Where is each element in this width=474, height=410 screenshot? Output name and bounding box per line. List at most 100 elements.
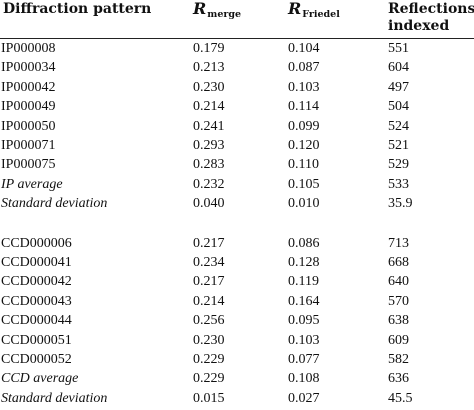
cell-rfriedel: 0.095 xyxy=(288,313,320,329)
cell-rmerge: 0.283 xyxy=(193,157,225,173)
header-reflections-indexed: Reflections indexed xyxy=(388,1,474,35)
cell-reflections: 35.9 xyxy=(388,196,413,212)
cell-rfriedel: 0.114 xyxy=(288,99,319,115)
cell-name: CCD000041 xyxy=(1,254,72,270)
cell-name: Standard deviation xyxy=(1,390,108,406)
cell-rmerge: 0.229 xyxy=(193,351,225,367)
table-row: IP000050 0.241 0.099 524 xyxy=(0,117,474,136)
table-row: CCD000042 0.217 0.119 640 xyxy=(0,272,474,291)
ip-average-row: IP average 0.232 0.105 533 xyxy=(0,175,474,194)
cell-rfriedel: 0.110 xyxy=(288,157,319,173)
cell-rfriedel: 0.010 xyxy=(288,196,320,212)
cell-rmerge: 0.241 xyxy=(193,118,225,134)
header-rmerge: Rmerge xyxy=(193,0,241,20)
table-row: CCD000052 0.229 0.077 582 xyxy=(0,350,474,369)
cell-rfriedel: 0.027 xyxy=(288,390,320,406)
cell-reflections: 582 xyxy=(388,351,409,367)
cell-name: IP000075 xyxy=(1,157,56,173)
cell-rfriedel: 0.105 xyxy=(288,176,320,192)
cell-rfriedel: 0.119 xyxy=(288,274,319,290)
table-row: IP000049 0.214 0.114 504 xyxy=(0,97,474,116)
header-rfriedel-subscript: Friedel xyxy=(302,9,340,20)
table-row: CCD000044 0.256 0.095 638 xyxy=(0,311,474,330)
header-rfriedel: RFriedel xyxy=(288,0,340,20)
cell-name: IP average xyxy=(1,176,63,192)
cell-name: Standard deviation xyxy=(1,196,108,212)
cell-name: IP000034 xyxy=(1,60,56,76)
table-row: IP000042 0.230 0.103 497 xyxy=(0,78,474,97)
cell-reflections: 497 xyxy=(388,79,409,95)
cell-reflections: 521 xyxy=(388,138,409,153)
table-row: IP000034 0.213 0.087 604 xyxy=(0,58,474,77)
header-divider xyxy=(0,38,474,39)
cell-rmerge: 0.040 xyxy=(193,196,225,212)
table-row: IP000008 0.179 0.104 551 xyxy=(0,39,474,58)
cell-reflections: 713 xyxy=(388,235,409,251)
cell-reflections: 609 xyxy=(388,332,409,348)
cell-reflections: 668 xyxy=(388,254,409,270)
header-diffraction-pattern: Diffraction pattern xyxy=(3,1,152,17)
cell-reflections: 533 xyxy=(388,176,409,192)
cell-rfriedel: 0.108 xyxy=(288,371,320,387)
cell-rmerge: 0.232 xyxy=(193,176,225,192)
table-header: Diffraction pattern Rmerge RFriedel Refl… xyxy=(0,0,474,38)
table-row: IP000075 0.283 0.110 529 xyxy=(0,155,474,174)
cell-name: CCD000052 xyxy=(1,351,72,367)
header-rmerge-letter: R xyxy=(193,0,207,18)
cell-name: CCD000006 xyxy=(1,235,72,251)
cell-reflections: 638 xyxy=(388,313,409,329)
cell-rfriedel: 0.128 xyxy=(288,254,320,270)
table-row: CCD000006 0.217 0.086 713 xyxy=(0,234,474,253)
cell-rmerge: 0.293 xyxy=(193,138,225,153)
cell-reflections: 551 xyxy=(388,41,409,56)
cell-rmerge: 0.217 xyxy=(193,274,225,290)
cell-name: CCD000043 xyxy=(1,293,72,309)
cell-rmerge: 0.214 xyxy=(193,99,225,115)
ccd-std-row: Standard deviation 0.015 0.027 45.5 xyxy=(0,389,474,408)
cell-reflections: 570 xyxy=(388,293,409,309)
header-reflections-line2: indexed xyxy=(388,18,450,34)
cell-rmerge: 0.230 xyxy=(193,79,225,95)
cell-rmerge: 0.179 xyxy=(193,41,225,56)
cell-rfriedel: 0.120 xyxy=(288,138,320,153)
cell-reflections: 45.5 xyxy=(388,390,413,406)
cell-rmerge: 0.229 xyxy=(193,371,225,387)
cell-rfriedel: 0.087 xyxy=(288,60,320,76)
header-rfriedel-letter: R xyxy=(288,0,302,18)
cell-rfriedel: 0.103 xyxy=(288,332,320,348)
cell-name: IP000049 xyxy=(1,99,56,115)
cell-rmerge: 0.230 xyxy=(193,332,225,348)
cell-rfriedel: 0.104 xyxy=(288,41,320,56)
cell-reflections: 524 xyxy=(388,118,409,134)
cell-name: CCD000051 xyxy=(1,332,72,348)
cell-reflections: 640 xyxy=(388,274,409,290)
cell-reflections: 636 xyxy=(388,371,409,387)
cell-name: IP000042 xyxy=(1,79,56,95)
cell-name: CCD000042 xyxy=(1,274,72,290)
table-row: IP000071 0.293 0.120 521 xyxy=(0,136,474,155)
cell-rmerge: 0.015 xyxy=(193,390,225,406)
cell-rfriedel: 0.099 xyxy=(288,118,320,134)
header-rmerge-subscript: merge xyxy=(207,9,242,20)
cell-reflections: 604 xyxy=(388,60,409,76)
cell-rmerge: 0.213 xyxy=(193,60,225,76)
cell-name: IP000008 xyxy=(1,41,56,56)
cell-rmerge: 0.234 xyxy=(193,254,225,270)
cell-name: CCD000044 xyxy=(1,313,72,329)
cell-rfriedel: 0.103 xyxy=(288,79,320,95)
cell-name: CCD average xyxy=(1,371,79,387)
cell-name: IP000071 xyxy=(1,138,56,153)
ccd-average-row: CCD average 0.229 0.108 636 xyxy=(0,369,474,388)
cell-name: IP000050 xyxy=(1,118,56,134)
cell-reflections: 529 xyxy=(388,157,409,173)
cell-reflections: 504 xyxy=(388,99,409,115)
table-row: CCD000051 0.230 0.103 609 xyxy=(0,331,474,350)
ip-std-row: Standard deviation 0.040 0.010 35.9 xyxy=(0,194,474,213)
cell-rfriedel: 0.086 xyxy=(288,235,320,251)
cell-rmerge: 0.214 xyxy=(193,293,225,309)
table-row: CCD000043 0.214 0.164 570 xyxy=(0,292,474,311)
cell-rmerge: 0.217 xyxy=(193,235,225,251)
cell-rmerge: 0.256 xyxy=(193,313,225,329)
cell-rfriedel: 0.077 xyxy=(288,351,320,367)
table-row: CCD000041 0.234 0.128 668 xyxy=(0,253,474,272)
